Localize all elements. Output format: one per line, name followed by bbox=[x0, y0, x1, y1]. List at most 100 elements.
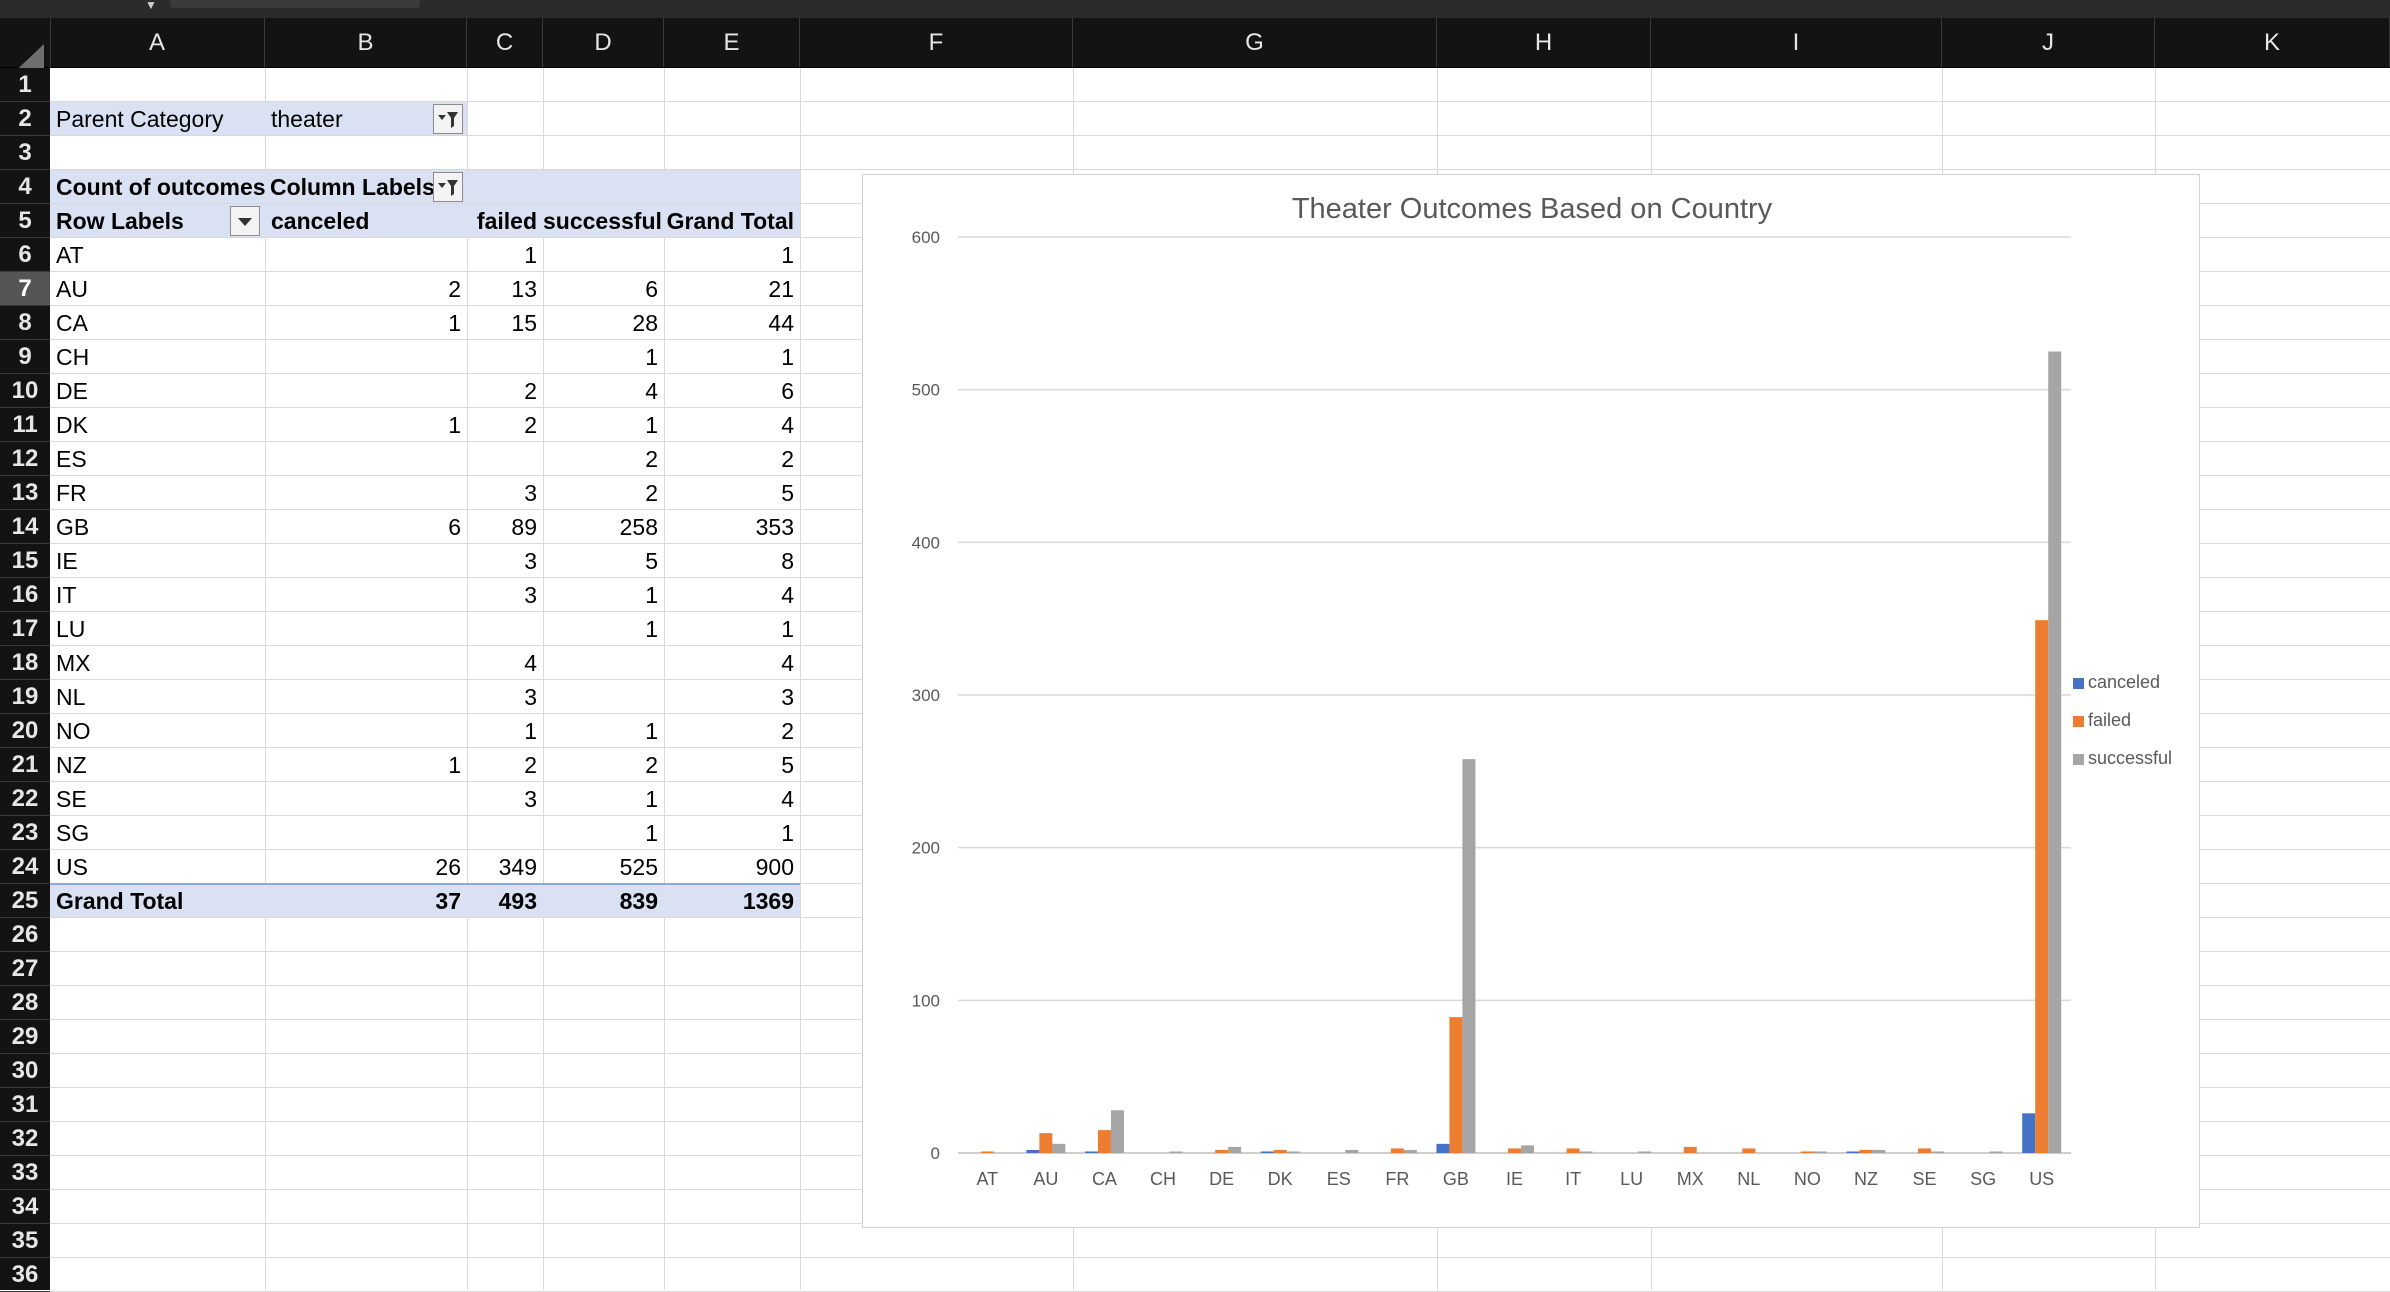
pivot-value-cell[interactable]: 8 bbox=[781, 548, 794, 574]
row-header-19[interactable]: 19 bbox=[0, 680, 50, 714]
pivot-value-cell[interactable]: 353 bbox=[755, 514, 794, 540]
row-header-3[interactable]: 3 bbox=[0, 136, 50, 170]
pivot-value-cell[interactable]: 1 bbox=[645, 786, 658, 812]
column-header-d[interactable]: D bbox=[543, 18, 664, 67]
column-header-a[interactable]: A bbox=[50, 18, 265, 67]
bar-successful-fr[interactable] bbox=[1403, 1149, 1417, 1153]
pivot-value-cell[interactable]: 4 bbox=[781, 650, 794, 676]
bar-successful-it[interactable] bbox=[1579, 1151, 1593, 1153]
row-header-8[interactable]: 8 bbox=[0, 306, 50, 340]
bar-successful-ca[interactable] bbox=[1110, 1110, 1124, 1153]
column-header-j[interactable]: J bbox=[1942, 18, 2155, 67]
column-header-f[interactable]: F bbox=[800, 18, 1073, 67]
pivot-value-cell[interactable]: 3 bbox=[524, 684, 537, 710]
pivot-value-cell[interactable]: 2 bbox=[645, 480, 658, 506]
row-header-25[interactable]: 25 bbox=[0, 884, 50, 918]
bar-failed-no[interactable] bbox=[1800, 1151, 1814, 1153]
pivot-value-cell[interactable] bbox=[265, 476, 467, 510]
legend-item-failed[interactable]: failed bbox=[2073, 710, 2131, 731]
pivot-value-cell[interactable]: 26 bbox=[435, 854, 461, 880]
bar-successful-nz[interactable] bbox=[1872, 1149, 1886, 1153]
bar-successful-gb[interactable] bbox=[1462, 759, 1476, 1153]
row-header-22[interactable]: 22 bbox=[0, 782, 50, 816]
row-header-7[interactable]: 7 bbox=[0, 272, 50, 306]
row-header-16[interactable]: 16 bbox=[0, 578, 50, 612]
column-header-b[interactable]: B bbox=[265, 18, 467, 67]
pivot-value-cell[interactable]: 1 bbox=[781, 242, 794, 268]
pivot-value-cell[interactable]: 1 bbox=[781, 616, 794, 642]
pivot-value-cell[interactable]: 3 bbox=[781, 684, 794, 710]
column-header-k[interactable]: K bbox=[2155, 18, 2390, 67]
pivot-value-cell[interactable]: 2 bbox=[524, 378, 537, 404]
pivot-value-cell[interactable]: 1 bbox=[645, 616, 658, 642]
row-header-20[interactable]: 20 bbox=[0, 714, 50, 748]
row-header-4[interactable]: 4 bbox=[0, 170, 50, 204]
pivot-value-cell[interactable]: 1 bbox=[448, 412, 461, 438]
pivot-value-cell[interactable]: 2 bbox=[448, 276, 461, 302]
row-header-26[interactable]: 26 bbox=[0, 918, 50, 952]
pivot-value-cell[interactable]: 349 bbox=[498, 854, 537, 880]
pivot-value-cell[interactable]: 21 bbox=[768, 276, 794, 302]
row-header-32[interactable]: 32 bbox=[0, 1122, 50, 1156]
pivot-value-cell[interactable] bbox=[265, 680, 467, 714]
bar-successful-no[interactable] bbox=[1813, 1151, 1827, 1153]
bar-canceled-gb[interactable] bbox=[1436, 1143, 1450, 1153]
pivot-value-cell[interactable]: 1 bbox=[448, 310, 461, 336]
pivot-value-cell[interactable] bbox=[265, 374, 467, 408]
filter-dropdown-button[interactable] bbox=[433, 104, 463, 134]
pivot-value-cell[interactable] bbox=[265, 340, 467, 374]
row-header-2[interactable]: 2 bbox=[0, 102, 50, 136]
sheet-tab-strip[interactable] bbox=[170, 0, 420, 8]
bar-failed-fr[interactable] bbox=[1390, 1148, 1404, 1153]
bar-successful-us[interactable] bbox=[2048, 351, 2062, 1154]
bar-failed-ca[interactable] bbox=[1097, 1130, 1111, 1153]
pivot-value-cell[interactable]: 1 bbox=[645, 412, 658, 438]
pivot-value-cell[interactable] bbox=[265, 544, 467, 578]
row-header-1[interactable]: 1 bbox=[0, 68, 50, 102]
bar-chart[interactable]: Theater Outcomes Based on Country 0 100 20… bbox=[862, 174, 2200, 1228]
filter-field-value[interactable]: theater bbox=[271, 106, 343, 132]
bar-failed-de[interactable] bbox=[1215, 1149, 1229, 1153]
pivot-value-cell[interactable] bbox=[543, 680, 664, 714]
dropdown-caret-icon[interactable]: ▼ bbox=[145, 0, 157, 12]
row-header-5[interactable]: 5 bbox=[0, 204, 50, 238]
pivot-value-cell[interactable] bbox=[265, 714, 467, 748]
pivot-value-cell[interactable]: 15 bbox=[511, 310, 537, 336]
row-header-34[interactable]: 34 bbox=[0, 1190, 50, 1224]
pivot-value-cell[interactable]: 4 bbox=[781, 786, 794, 812]
pivot-value-cell[interactable] bbox=[265, 238, 467, 272]
bar-failed-au[interactable] bbox=[1039, 1133, 1053, 1153]
pivot-value-cell[interactable]: 1 bbox=[781, 344, 794, 370]
column-header-e[interactable]: E bbox=[664, 18, 800, 67]
pivot-value-cell[interactable]: 1 bbox=[448, 752, 461, 778]
row-header-9[interactable]: 9 bbox=[0, 340, 50, 374]
pivot-value-cell[interactable]: 2 bbox=[645, 752, 658, 778]
pivot-value-cell[interactable]: 3 bbox=[524, 786, 537, 812]
row-header-11[interactable]: 11 bbox=[0, 408, 50, 442]
pivot-value-cell[interactable]: 4 bbox=[524, 650, 537, 676]
pivot-value-cell[interactable] bbox=[265, 782, 467, 816]
row-header-23[interactable]: 23 bbox=[0, 816, 50, 850]
pivot-value-cell[interactable]: 1 bbox=[645, 582, 658, 608]
bar-failed-dk[interactable] bbox=[1273, 1149, 1287, 1153]
bar-successful-ch[interactable] bbox=[1169, 1151, 1183, 1153]
pivot-value-cell[interactable] bbox=[265, 442, 467, 476]
bar-successful-dk[interactable] bbox=[1286, 1151, 1300, 1153]
row-header-14[interactable]: 14 bbox=[0, 510, 50, 544]
row-header-33[interactable]: 33 bbox=[0, 1156, 50, 1190]
pivot-value-cell[interactable] bbox=[543, 646, 664, 680]
column-header-h[interactable]: H bbox=[1437, 18, 1651, 67]
pivot-value-cell[interactable]: 4 bbox=[781, 412, 794, 438]
pivot-value-cell[interactable]: 5 bbox=[645, 548, 658, 574]
pivot-value-cell[interactable]: 3 bbox=[524, 582, 537, 608]
pivot-value-cell[interactable]: 1 bbox=[781, 820, 794, 846]
bar-successful-au[interactable] bbox=[1052, 1143, 1066, 1153]
pivot-value-cell[interactable]: 6 bbox=[645, 276, 658, 302]
pivot-value-cell[interactable]: 525 bbox=[619, 854, 658, 880]
pivot-value-cell[interactable]: 44 bbox=[768, 310, 794, 336]
pivot-value-cell[interactable]: 1 bbox=[524, 718, 537, 744]
row-header-12[interactable]: 12 bbox=[0, 442, 50, 476]
bar-successful-sg[interactable] bbox=[1989, 1151, 2003, 1153]
bar-successful-ie[interactable] bbox=[1521, 1145, 1534, 1153]
row-header-35[interactable]: 35 bbox=[0, 1224, 50, 1258]
